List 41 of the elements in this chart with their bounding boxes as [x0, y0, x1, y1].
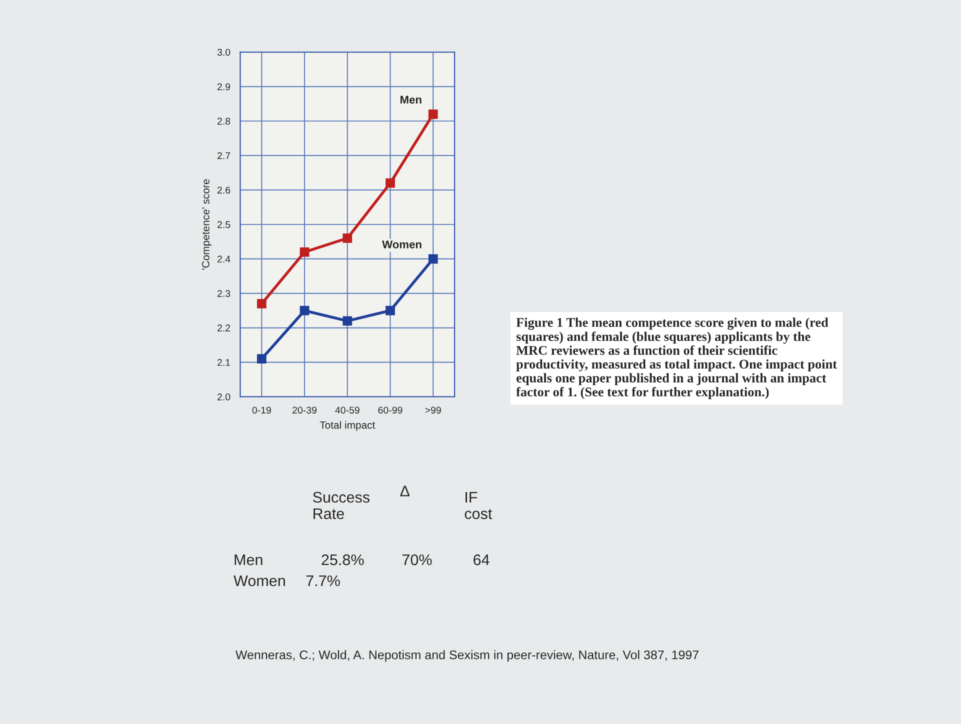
- y-tick-label: 3.0: [217, 48, 230, 56]
- y-axis-title: 'Competence' score: [202, 179, 212, 270]
- point: [428, 109, 438, 119]
- y-tick-label: 2.8: [218, 118, 230, 125]
- y-tick-label: 2.7: [218, 152, 230, 160]
- x-tick-label: 60-99: [378, 406, 402, 414]
- point: [386, 306, 395, 316]
- series-label: Men: [400, 96, 422, 104]
- y-tick-label: 2.2: [218, 324, 230, 332]
- text: IF cost: [464, 492, 492, 520]
- x-tick-label: 20-39: [292, 406, 317, 414]
- y-tick-label: 2.6: [218, 186, 230, 194]
- point: [300, 247, 310, 257]
- point: [256, 354, 266, 364]
- text: Women: [234, 576, 285, 586]
- series-label: Women: [382, 240, 422, 248]
- text: Wenneras, C.; Wold, A. Nepotism and Sexism in peer-review, Nature, Vol 387, 1997: [236, 650, 698, 662]
- y-tick-label: 2.3: [218, 290, 230, 297]
- point: [342, 234, 352, 243]
- x-axis-title: Total impact: [320, 421, 376, 431]
- text: 64: [474, 554, 490, 566]
- text: 25.8%: [322, 554, 364, 566]
- y-tick-label: 2.1: [218, 359, 230, 366]
- x-tick-label: 40-59: [335, 406, 360, 414]
- text: Success Rate: [313, 492, 370, 520]
- point: [256, 299, 266, 308]
- y-tick-label: 2.9: [218, 83, 230, 90]
- x-tick-label: 0-19: [252, 406, 271, 414]
- point: [386, 178, 395, 188]
- caption: Figure 1 The mean competence score given to male (red squares) and female (blue squares) applicants by the MRC reviewers as a function of their scientific productivity, measured as total impact. One impact point equals one paper published in a journal with an impact factor of 1. (See text for further explanation.): [516, 318, 837, 400]
- y-tick-label: 2.5: [218, 221, 230, 228]
- point: [428, 254, 438, 264]
- text: 70%: [402, 554, 432, 566]
- text: 7.7%: [306, 575, 340, 586]
- y-tick-label: 2.0: [218, 393, 230, 400]
- point: [300, 306, 310, 316]
- x-tick-label: >99: [425, 406, 441, 414]
- y-tick-label: 2.4: [218, 256, 230, 262]
- text: Δ: [400, 486, 410, 496]
- text: Men: [234, 554, 262, 566]
- point: [342, 316, 352, 326]
